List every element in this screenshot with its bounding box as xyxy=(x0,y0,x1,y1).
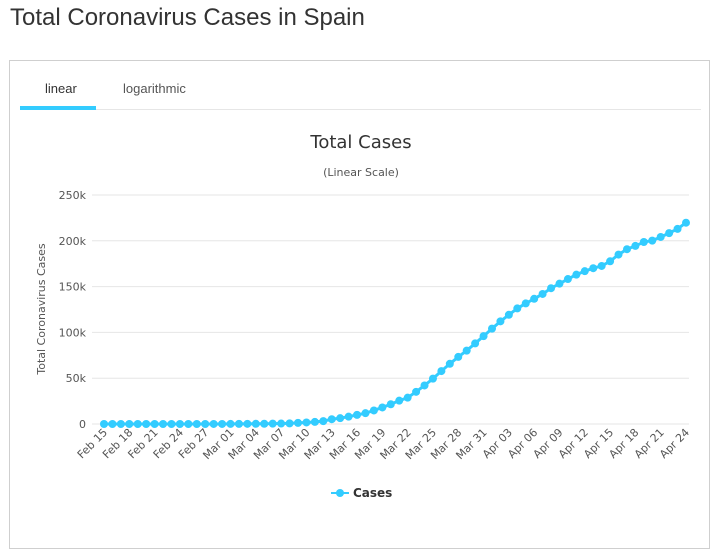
data-point xyxy=(563,275,572,284)
data-point xyxy=(555,279,564,288)
data-point xyxy=(226,419,235,428)
data-point xyxy=(622,245,631,254)
data-point xyxy=(538,289,547,298)
chart-title: Total Cases xyxy=(309,132,411,153)
y-axis-label: Total Coronavirus Cases xyxy=(35,243,48,376)
data-point xyxy=(488,324,496,333)
data-point xyxy=(108,420,117,428)
data-point xyxy=(344,412,353,421)
active-tab-indicator xyxy=(20,106,96,110)
data-point xyxy=(319,417,328,426)
data-point xyxy=(336,414,345,423)
data-point xyxy=(589,264,598,273)
data-point xyxy=(479,332,488,341)
data-point xyxy=(412,387,421,396)
data-point xyxy=(302,418,311,427)
y-tick-label: 150k xyxy=(59,281,87,294)
data-point xyxy=(133,420,142,428)
data-point xyxy=(386,400,395,409)
data-point xyxy=(597,261,606,270)
data-point xyxy=(277,419,286,428)
scale-tabs: linear logarithmic xyxy=(20,61,701,110)
data-point xyxy=(428,374,437,383)
data-point xyxy=(218,419,227,428)
data-point xyxy=(648,236,657,245)
tab-linear[interactable]: linear xyxy=(45,81,77,96)
data-point xyxy=(100,420,108,428)
data-point xyxy=(521,299,530,308)
data-point xyxy=(639,238,648,247)
data-point xyxy=(395,396,404,405)
chart-panel: linear logarithmic xyxy=(9,60,710,549)
data-point xyxy=(606,257,615,266)
data-point xyxy=(403,393,412,402)
data-point xyxy=(445,359,454,368)
data-point xyxy=(234,419,243,428)
y-tick-label: 0 xyxy=(79,418,86,431)
data-point xyxy=(462,346,471,355)
data-point xyxy=(150,420,159,428)
data-point xyxy=(285,419,294,428)
data-point xyxy=(192,419,201,428)
data-point xyxy=(665,229,674,238)
data-point xyxy=(116,420,125,428)
data-point xyxy=(209,419,218,428)
data-point xyxy=(454,352,463,361)
data-point xyxy=(580,267,589,276)
data-point xyxy=(201,419,210,428)
y-tick-label: 200k xyxy=(59,235,87,248)
data-point xyxy=(682,218,690,227)
chart-subtitle: (Linear Scale) xyxy=(323,166,399,179)
data-point xyxy=(268,419,277,428)
y-tick-label: 100k xyxy=(59,326,87,339)
data-point xyxy=(572,270,581,279)
grid xyxy=(92,194,689,425)
data-point xyxy=(361,409,370,418)
legend-marker xyxy=(336,489,344,497)
data-point xyxy=(175,420,184,428)
data-point xyxy=(437,367,446,376)
page-title: Total Coronavirus Cases in Spain xyxy=(10,4,365,31)
data-point xyxy=(513,304,522,313)
data-point xyxy=(125,420,134,428)
data-point xyxy=(673,224,682,233)
y-axis-ticks: 0 50k 100k 150k 200k 250k xyxy=(59,189,87,431)
data-point xyxy=(631,241,640,250)
legend[interactable]: Cases xyxy=(331,486,392,500)
data-point xyxy=(327,415,336,424)
series-cases xyxy=(100,218,690,428)
data-point xyxy=(471,339,480,348)
data-point xyxy=(142,420,151,428)
data-point xyxy=(547,284,556,293)
data-point xyxy=(614,250,623,259)
data-point xyxy=(504,310,513,319)
y-tick-label: 250k xyxy=(59,189,87,202)
data-point xyxy=(184,419,193,428)
legend-label: Cases xyxy=(353,486,392,500)
data-point xyxy=(310,417,319,426)
data-point xyxy=(378,403,387,412)
data-point xyxy=(167,420,176,428)
data-point xyxy=(420,381,429,390)
data-point xyxy=(159,420,168,428)
series-line xyxy=(104,221,687,426)
tab-logarithmic[interactable]: logarithmic xyxy=(123,81,186,96)
data-point xyxy=(243,419,252,428)
data-point xyxy=(496,317,505,326)
data-point xyxy=(294,418,302,427)
data-point xyxy=(260,419,269,428)
data-point xyxy=(530,294,539,303)
y-tick-label: 50k xyxy=(66,372,87,385)
data-point xyxy=(353,410,362,419)
data-point xyxy=(656,232,665,241)
data-point xyxy=(251,419,260,428)
data-point xyxy=(369,406,378,415)
